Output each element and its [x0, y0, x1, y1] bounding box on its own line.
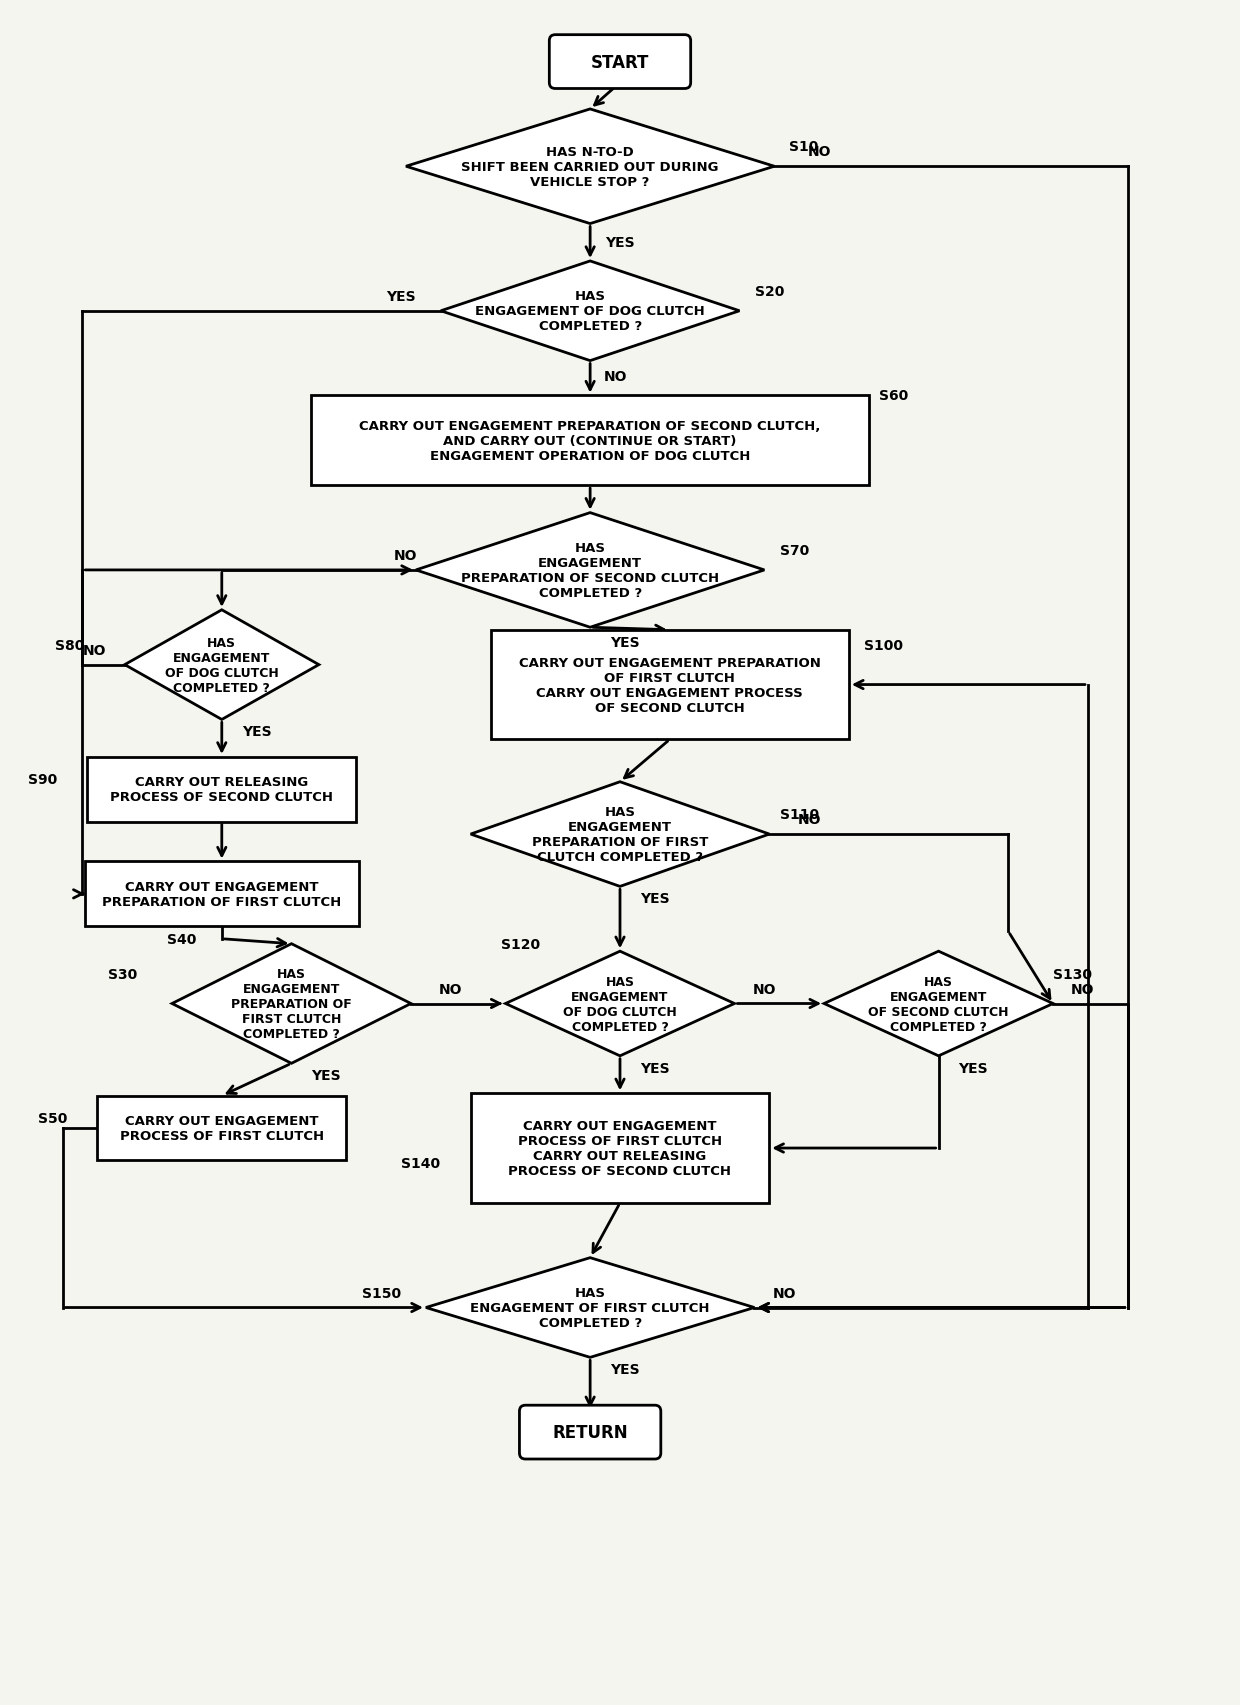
Text: CARRY OUT RELEASING
PROCESS OF SECOND CLUTCH: CARRY OUT RELEASING PROCESS OF SECOND CL… — [110, 776, 334, 803]
Text: YES: YES — [311, 1069, 341, 1083]
Text: HAS
ENGAGEMENT OF FIRST CLUTCH
COMPLETED ?: HAS ENGAGEMENT OF FIRST CLUTCH COMPLETED… — [470, 1286, 709, 1330]
Text: NO: NO — [753, 982, 776, 996]
Bar — [471, 1093, 769, 1204]
Text: NO: NO — [773, 1286, 796, 1299]
Bar — [87, 757, 356, 822]
Text: CARRY OUT ENGAGEMENT
PREPARATION OF FIRST CLUTCH: CARRY OUT ENGAGEMENT PREPARATION OF FIRS… — [102, 880, 341, 909]
Text: S30: S30 — [108, 967, 136, 980]
Text: S40: S40 — [167, 933, 197, 946]
Text: YES: YES — [605, 235, 635, 251]
FancyBboxPatch shape — [549, 36, 691, 89]
Text: NO: NO — [797, 813, 821, 827]
Text: HAS
ENGAGEMENT
PREPARATION OF SECOND CLUTCH
COMPLETED ?: HAS ENGAGEMENT PREPARATION OF SECOND CLU… — [461, 542, 719, 600]
Text: HAS
ENGAGEMENT
OF DOG CLUTCH
COMPLETED ?: HAS ENGAGEMENT OF DOG CLUTCH COMPLETED ? — [563, 975, 677, 1033]
Polygon shape — [506, 951, 734, 1055]
Text: CARRY OUT ENGAGEMENT PREPARATION
OF FIRST CLUTCH
CARRY OUT ENGAGEMENT PROCESS
OF: CARRY OUT ENGAGEMENT PREPARATION OF FIRS… — [518, 656, 821, 714]
Text: S110: S110 — [780, 808, 818, 822]
Text: YES: YES — [640, 1061, 670, 1076]
Text: S100: S100 — [864, 638, 903, 653]
Text: HAS
ENGAGEMENT
OF SECOND CLUTCH
COMPLETED ?: HAS ENGAGEMENT OF SECOND CLUTCH COMPLETE… — [868, 975, 1009, 1033]
Text: RETURN: RETURN — [552, 1424, 627, 1441]
Text: CARRY OUT ENGAGEMENT PREPARATION OF SECOND CLUTCH,
AND CARRY OUT (CONTINUE OR ST: CARRY OUT ENGAGEMENT PREPARATION OF SECO… — [360, 419, 821, 462]
Text: NO: NO — [604, 370, 626, 384]
Bar — [491, 631, 849, 740]
Text: CARRY OUT ENGAGEMENT
PROCESS OF FIRST CLUTCH: CARRY OUT ENGAGEMENT PROCESS OF FIRST CL… — [120, 1115, 324, 1142]
Text: NO: NO — [1071, 982, 1095, 996]
Text: CARRY OUT ENGAGEMENT
PROCESS OF FIRST CLUTCH
CARRY OUT RELEASING
PROCESS OF SECO: CARRY OUT ENGAGEMENT PROCESS OF FIRST CL… — [508, 1120, 732, 1178]
Text: S120: S120 — [501, 938, 539, 951]
Text: S140: S140 — [402, 1156, 440, 1170]
Text: START: START — [590, 53, 650, 72]
Text: S80: S80 — [56, 638, 84, 653]
Polygon shape — [415, 513, 764, 627]
Polygon shape — [172, 945, 410, 1064]
Bar — [311, 396, 869, 486]
Text: NO: NO — [394, 549, 418, 563]
Bar — [98, 1096, 346, 1161]
Polygon shape — [825, 951, 1053, 1055]
Text: HAS N-TO-D
SHIFT BEEN CARRIED OUT DURING
VEHICLE STOP ?: HAS N-TO-D SHIFT BEEN CARRIED OUT DURING… — [461, 145, 719, 189]
Polygon shape — [471, 783, 769, 887]
Text: NO: NO — [83, 643, 107, 656]
Text: HAS
ENGAGEMENT
OF DOG CLUTCH
COMPLETED ?: HAS ENGAGEMENT OF DOG CLUTCH COMPLETED ? — [165, 636, 279, 694]
Bar — [84, 863, 358, 928]
Text: YES: YES — [242, 725, 272, 738]
Text: HAS
ENGAGEMENT
PREPARATION OF FIRST
CLUTCH COMPLETED ?: HAS ENGAGEMENT PREPARATION OF FIRST CLUT… — [532, 805, 708, 863]
Text: YES: YES — [959, 1061, 988, 1076]
Text: S70: S70 — [780, 544, 808, 558]
Polygon shape — [405, 109, 774, 225]
Text: S60: S60 — [879, 389, 909, 404]
FancyBboxPatch shape — [520, 1405, 661, 1459]
Text: YES: YES — [610, 1362, 640, 1376]
Text: NO: NO — [439, 982, 463, 996]
Text: S20: S20 — [755, 285, 784, 298]
Text: S50: S50 — [38, 1112, 67, 1125]
Text: S150: S150 — [362, 1286, 401, 1299]
Text: HAS
ENGAGEMENT
PREPARATION OF
FIRST CLUTCH
COMPLETED ?: HAS ENGAGEMENT PREPARATION OF FIRST CLUT… — [231, 967, 352, 1040]
Polygon shape — [425, 1258, 754, 1357]
Text: S90: S90 — [29, 772, 57, 786]
Text: HAS
ENGAGEMENT OF DOG CLUTCH
COMPLETED ?: HAS ENGAGEMENT OF DOG CLUTCH COMPLETED ? — [475, 290, 706, 332]
Text: YES: YES — [640, 892, 670, 905]
Text: NO: NO — [807, 145, 831, 159]
Text: YES: YES — [610, 636, 640, 650]
Polygon shape — [440, 263, 739, 361]
Text: YES: YES — [386, 290, 415, 303]
Text: S130: S130 — [1054, 967, 1092, 980]
Polygon shape — [125, 610, 319, 720]
Text: S10: S10 — [790, 140, 818, 153]
